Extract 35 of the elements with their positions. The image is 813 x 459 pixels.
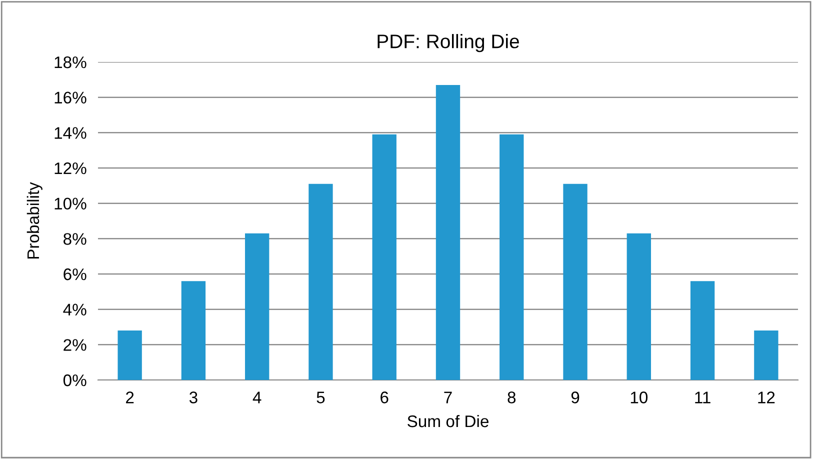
x-tick-label: 6 [380,392,388,404]
y-tick-label: 8% [64,233,86,245]
bar [308,184,333,380]
y-tick-label: 12% [54,162,86,174]
bar [181,281,206,380]
y-tick-label: 18% [54,56,86,68]
bar [626,233,651,380]
bar [372,134,396,380]
x-axis-title: Sum of Die [408,414,488,428]
bar [754,330,778,380]
x-tick-label: 9 [571,392,580,404]
x-tick-label: 3 [189,392,198,404]
y-tick-label: 4% [63,304,86,316]
bar [245,233,270,380]
y-tick-label: 6% [64,268,86,280]
y-tick-label: 14% [54,127,86,139]
x-tick-label: 7 [444,392,452,404]
bar [118,330,142,380]
x-tick-label: 2 [126,392,134,404]
y-tick-label: 2% [64,339,86,351]
chart-title: PDF: Rolling Die [378,34,519,52]
x-tick-label: 11 [695,392,710,404]
x-tick-label: 8 [508,392,516,404]
y-tick-label: 0% [63,374,86,386]
bar [436,84,460,380]
bar [500,134,524,380]
x-tick-label: 10 [630,392,648,404]
y-tick-label: 16% [54,92,86,104]
y-tick-label: 10% [54,198,86,210]
x-tick-label: 4 [252,392,262,404]
bar [690,281,715,380]
x-tick-label: 12 [758,392,775,404]
bar [563,184,588,380]
y-axis-title: Probability [26,182,42,259]
x-tick-label: 5 [316,392,325,404]
